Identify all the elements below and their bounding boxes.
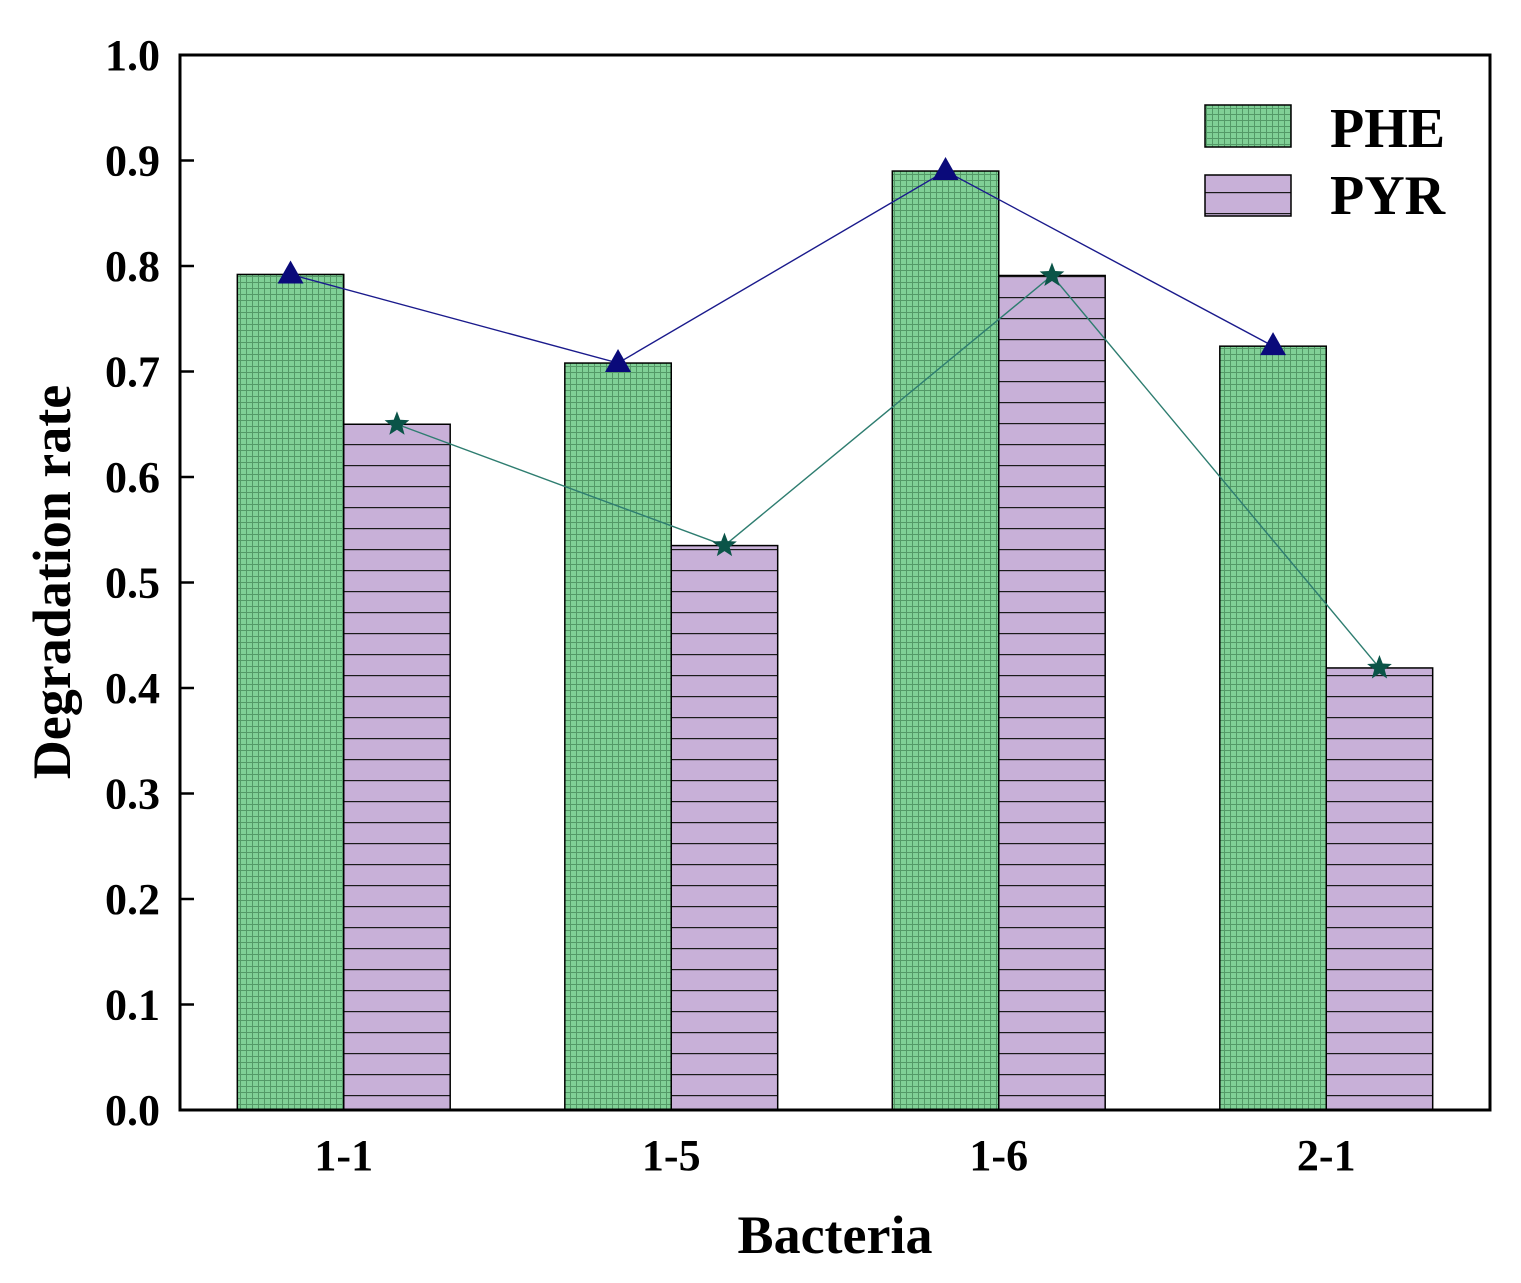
x-tick-label: 1-1 [314, 1131, 373, 1180]
y-tick-label: 0.1 [105, 981, 160, 1030]
y-tick-label: 0.7 [105, 348, 160, 397]
marker-pyr-1-5 [712, 532, 737, 557]
y-tick-label: 0.0 [105, 1086, 160, 1135]
x-tick-label: 1-5 [642, 1131, 701, 1180]
x-tick-label: 1-6 [969, 1131, 1028, 1180]
legend-item-phe: PHE [1204, 98, 1445, 160]
plot-frame [178, 53, 1492, 1112]
y-tick-label: 0.8 [105, 242, 160, 291]
legend-swatch-pyr [1204, 174, 1292, 217]
bar-phe-1-5 [564, 362, 672, 1111]
y-tick-label: 0.2 [105, 875, 160, 924]
marker-pyr-2-1 [1367, 654, 1392, 679]
legend-label-phe: PHE [1330, 98, 1445, 160]
legend: PHE PYR [1204, 98, 1446, 227]
bar-pyr-1-1 [343, 423, 451, 1111]
y-tick-label: 0.5 [105, 559, 160, 608]
marker-phe-2-1 [1260, 332, 1287, 356]
series-markers [277, 157, 1392, 679]
y-tick-label: 0.4 [105, 664, 160, 713]
x-tick-label: 2-1 [1297, 1131, 1356, 1180]
y-axis-label: Degradation rate [22, 385, 82, 779]
line-pyr [396, 274, 1381, 669]
line-phe [290, 170, 1274, 364]
plot-border [178, 53, 1492, 1112]
bar-pyr-2-1 [1325, 667, 1434, 1111]
marker-phe-1-6 [932, 157, 959, 181]
y-tick-label: 1.0 [105, 31, 160, 80]
bar-phe-1-1 [236, 273, 345, 1111]
bar-pyr-1-5 [670, 544, 779, 1111]
bar-phe-2-1 [1219, 345, 1327, 1111]
y-tick-label: 0.6 [105, 453, 160, 502]
series-lines [290, 170, 1381, 669]
bar-pyr-1-6 [998, 274, 1106, 1111]
bar-phe-1-6 [891, 170, 1000, 1111]
axis-ticks: 0.0 0.1 0.2 0.3 0.4 0.5 0.6 0.7 0.8 0.9 1.0 1-1 1-5 1… [105, 31, 1356, 1180]
bars [236, 170, 1434, 1111]
marker-pyr-1-6 [1039, 262, 1065, 287]
legend-swatch-phe [1204, 104, 1292, 148]
marker-pyr-1-1 [384, 411, 410, 435]
legend-item-pyr: PYR [1204, 165, 1446, 227]
legend-label-pyr: PYR [1330, 165, 1446, 227]
x-axis-label: Bacteria [738, 1205, 933, 1265]
marker-phe-1-5 [605, 349, 632, 373]
marker-phe-1-1 [277, 260, 304, 284]
y-tick-label: 0.3 [105, 770, 160, 819]
y-tick-label: 0.9 [105, 137, 160, 186]
